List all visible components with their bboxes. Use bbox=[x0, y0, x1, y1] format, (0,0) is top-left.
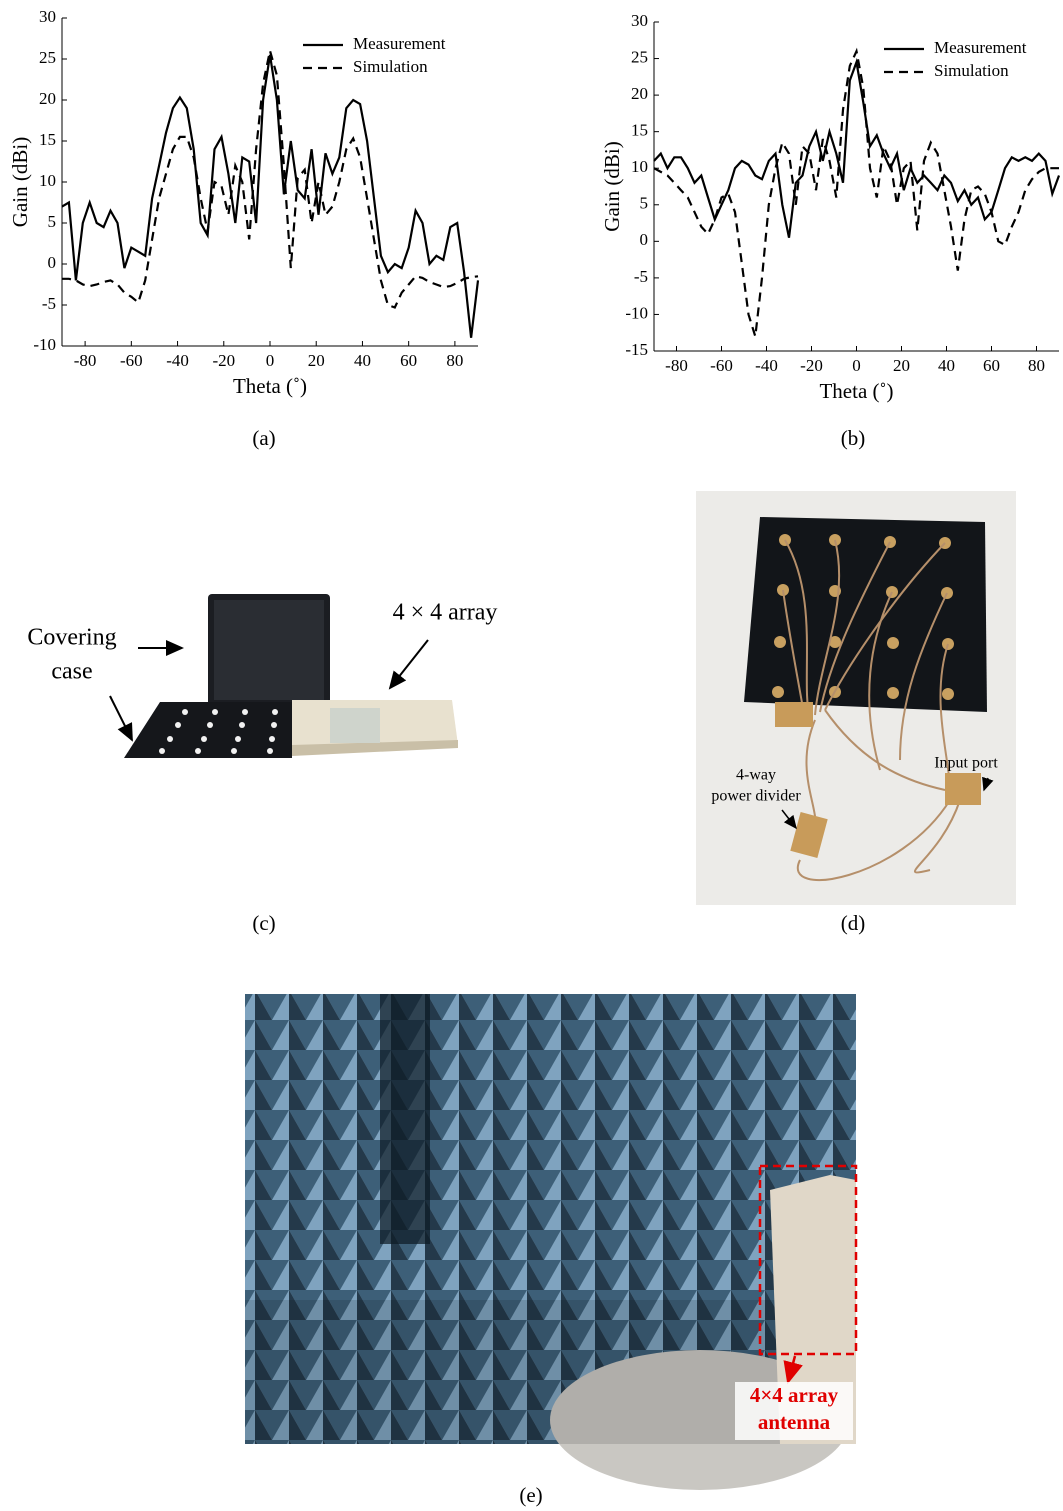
x-tick-label: 60 bbox=[400, 351, 417, 370]
photo-e: 4×4 array antenna bbox=[245, 994, 856, 1490]
x-tick-label: 40 bbox=[354, 351, 371, 370]
x-tick-label: -80 bbox=[665, 356, 688, 375]
x-tick-label: -60 bbox=[120, 351, 143, 370]
x-tick-label: 60 bbox=[983, 356, 1000, 375]
antenna-panel bbox=[744, 517, 987, 712]
y-axis-label: Gain (dBi) bbox=[600, 141, 624, 231]
chart: -10 -5 0 5 10 15 20 25 30 -80 -60 -40 -20 0 20 40 60 80 Th… bbox=[8, 7, 478, 398]
x-tick-label: 20 bbox=[308, 351, 325, 370]
x-tick-label: 40 bbox=[938, 356, 955, 375]
x-tick-label: 0 bbox=[852, 356, 861, 375]
y-tick-label: 0 bbox=[48, 253, 57, 272]
y-tick-label: 15 bbox=[631, 121, 648, 140]
label: Input port bbox=[934, 755, 998, 772]
x-axis-label: Theta (˚) bbox=[819, 379, 893, 403]
x-tick-label: -40 bbox=[755, 356, 778, 375]
caption: (c) bbox=[252, 911, 275, 935]
caption: (e) bbox=[519, 1483, 542, 1507]
y-tick-label: 5 bbox=[640, 194, 649, 213]
y-tick-label: 20 bbox=[631, 84, 648, 103]
legend-label: Simulation bbox=[934, 61, 1009, 80]
x-tick-label: -20 bbox=[212, 351, 235, 370]
power-divider bbox=[945, 773, 981, 805]
y-tick-label: 30 bbox=[39, 7, 56, 26]
y-tick-label: -5 bbox=[634, 267, 648, 286]
y-tick-label: 25 bbox=[631, 47, 648, 66]
y-tick-label: -15 bbox=[625, 340, 648, 359]
label: Covering bbox=[27, 625, 116, 651]
label: antenna bbox=[758, 1410, 831, 1434]
series-line bbox=[654, 62, 1059, 238]
y-tick-label: -10 bbox=[33, 335, 56, 354]
case-inner bbox=[214, 600, 324, 700]
y-tick-label: 20 bbox=[39, 89, 56, 108]
y-tick-label: 25 bbox=[39, 48, 56, 67]
figure: (a) (b) (c) (d) (e) Covering case 4 × 4 … bbox=[0, 0, 1063, 1511]
photo-d: 4-way power divider Input port bbox=[696, 491, 1016, 905]
label: 4 × 4 array bbox=[393, 600, 498, 626]
x-axis-label: Theta (˚) bbox=[233, 374, 307, 398]
y-tick-label: 10 bbox=[631, 157, 648, 176]
hole-board bbox=[124, 702, 292, 758]
y-tick-label: 10 bbox=[39, 171, 56, 190]
x-tick-label: 0 bbox=[266, 351, 275, 370]
y-tick-label: 0 bbox=[640, 230, 649, 249]
label: case bbox=[51, 659, 92, 685]
y-tick-label: -5 bbox=[42, 294, 56, 313]
caption: (b) bbox=[841, 426, 866, 450]
legend-label: Measurement bbox=[353, 34, 446, 53]
x-tick-label: -60 bbox=[710, 356, 733, 375]
y-axis-label: Gain (dBi) bbox=[8, 137, 32, 227]
x-tick-label: -80 bbox=[74, 351, 97, 370]
y-tick-label: 5 bbox=[48, 212, 57, 231]
series-line bbox=[62, 51, 478, 308]
series-line bbox=[62, 55, 478, 338]
chart: -15 -10 -5 0 5 10 15 20 25 30 -80 -60 -40 -20 0 20 40 60 8… bbox=[600, 11, 1059, 403]
legend-label: Simulation bbox=[353, 57, 428, 76]
chamber-corner bbox=[380, 994, 430, 1244]
caption: (a) bbox=[252, 426, 275, 450]
x-tick-label: -40 bbox=[166, 351, 189, 370]
x-tick-label: -20 bbox=[800, 356, 823, 375]
label: power divider bbox=[711, 788, 801, 805]
caption: (d) bbox=[841, 911, 866, 935]
photo-c: Covering case 4 × 4 array bbox=[27, 594, 497, 758]
x-tick-label: 80 bbox=[1028, 356, 1045, 375]
arrow bbox=[390, 640, 428, 688]
legend-label: Measurement bbox=[934, 38, 1027, 57]
x-tick-label: 80 bbox=[446, 351, 463, 370]
x-tick-label: 20 bbox=[893, 356, 910, 375]
y-tick-label: -10 bbox=[625, 303, 648, 322]
y-tick-label: 15 bbox=[39, 130, 56, 149]
arrow bbox=[110, 696, 132, 740]
power-divider bbox=[775, 702, 813, 727]
label: 4-way bbox=[736, 767, 776, 784]
array-patch bbox=[330, 708, 380, 743]
label: 4×4 array bbox=[750, 1383, 839, 1407]
y-tick-label: 30 bbox=[631, 11, 648, 30]
